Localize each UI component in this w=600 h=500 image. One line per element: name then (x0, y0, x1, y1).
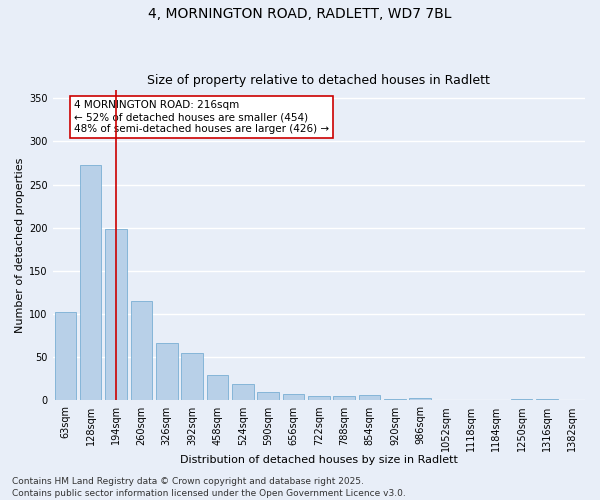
Bar (511, 398, 532, 400)
Bar (536, 398, 558, 400)
Bar (257, 392, 279, 400)
Bar (359, 396, 380, 400)
Bar (181, 353, 203, 401)
Bar (283, 394, 304, 400)
Bar (131, 301, 152, 400)
Bar (334, 396, 355, 400)
Bar (156, 342, 178, 400)
Text: 4 MORNINGTON ROAD: 216sqm
← 52% of detached houses are smaller (454)
48% of semi: 4 MORNINGTON ROAD: 216sqm ← 52% of detac… (74, 100, 329, 134)
Bar (105, 230, 127, 400)
Bar (232, 384, 254, 400)
Bar (80, 164, 101, 400)
Text: Contains HM Land Registry data © Crown copyright and database right 2025.
Contai: Contains HM Land Registry data © Crown c… (12, 476, 406, 498)
Bar (206, 376, 228, 400)
Y-axis label: Number of detached properties: Number of detached properties (15, 158, 25, 332)
Bar (55, 312, 76, 400)
Bar (308, 396, 329, 400)
Bar (384, 398, 406, 400)
Title: Size of property relative to detached houses in Radlett: Size of property relative to detached ho… (148, 74, 490, 87)
Text: 4, MORNINGTON ROAD, RADLETT, WD7 7BL: 4, MORNINGTON ROAD, RADLETT, WD7 7BL (148, 8, 452, 22)
X-axis label: Distribution of detached houses by size in Radlett: Distribution of detached houses by size … (180, 455, 458, 465)
Bar (409, 398, 431, 400)
